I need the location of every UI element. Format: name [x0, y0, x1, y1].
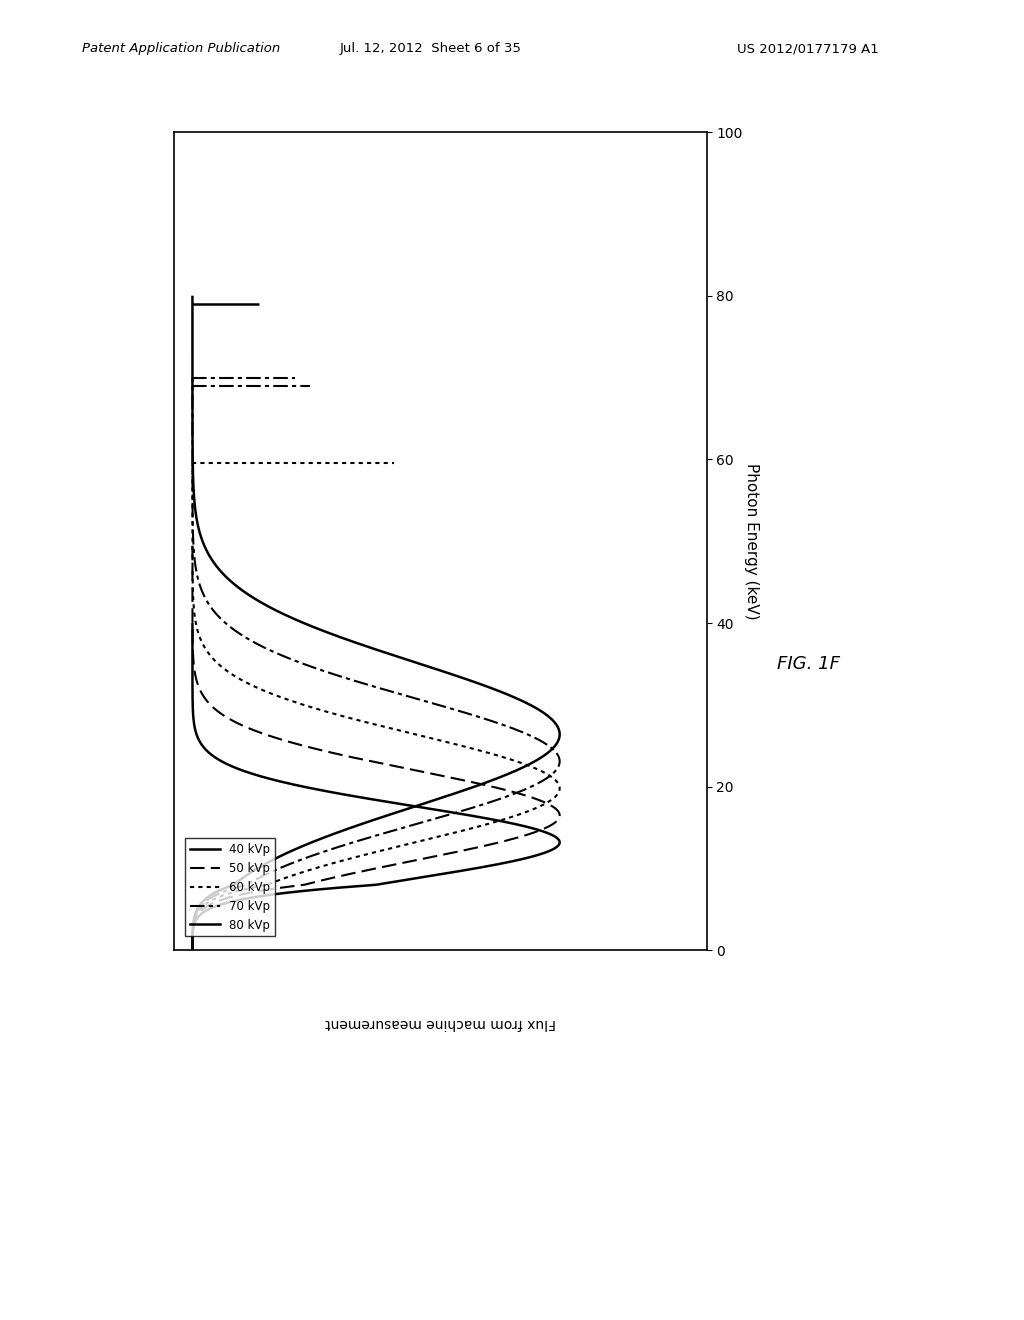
Text: FIG. 1F: FIG. 1F: [777, 655, 841, 673]
Legend: 40 kVp, 50 kVp, 60 kVp, 70 kVp, 80 kVp: 40 kVp, 50 kVp, 60 kVp, 70 kVp, 80 kVp: [185, 838, 274, 936]
Text: US 2012/0177179 A1: US 2012/0177179 A1: [737, 42, 879, 55]
Text: Patent Application Publication: Patent Application Publication: [82, 42, 281, 55]
Text: Flux from machine measurement: Flux from machine measurement: [325, 1016, 556, 1030]
Y-axis label: Photon Energy (keV): Photon Energy (keV): [744, 463, 760, 619]
Text: Jul. 12, 2012  Sheet 6 of 35: Jul. 12, 2012 Sheet 6 of 35: [339, 42, 521, 55]
